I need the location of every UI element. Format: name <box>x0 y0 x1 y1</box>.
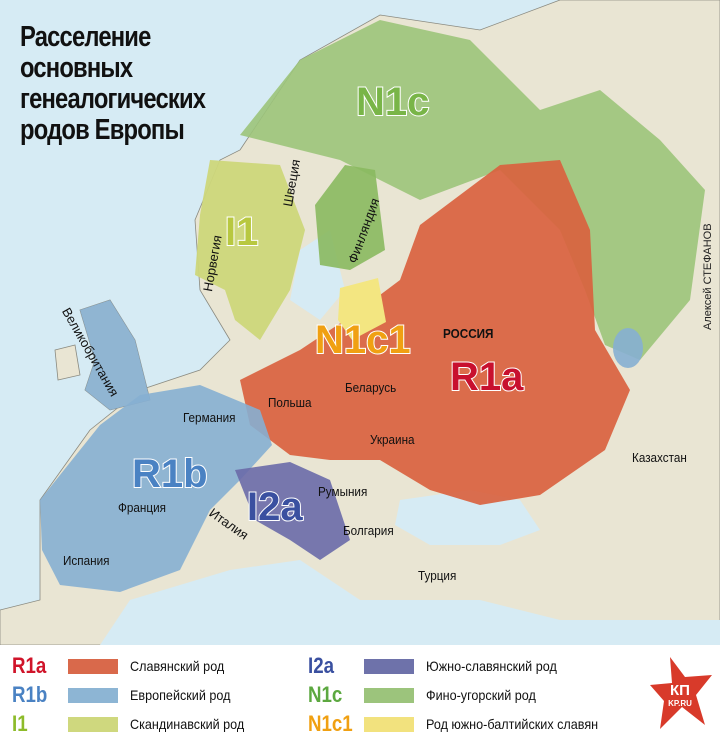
map-label-i2a: I2a <box>246 484 304 530</box>
logo-sub: KP.RU <box>668 699 692 708</box>
legend-swatch <box>364 716 414 732</box>
legend-label: Южно-славянский род <box>426 658 557 674</box>
legend-label: Род южно-балтийских славян <box>426 716 599 732</box>
legend-swatch <box>68 658 118 674</box>
kp-logo: КП KP.RU <box>650 657 712 729</box>
legend-swatch <box>68 687 118 703</box>
label-belarus: Беларусь <box>345 380 397 395</box>
author-credit: Алексей СТЕФАНОВ <box>702 223 714 330</box>
label-turkey: Турция <box>418 568 457 583</box>
label-france: Франция <box>118 500 166 515</box>
region-n1c-finland <box>315 165 385 270</box>
map-label-i1: I1 <box>224 209 259 255</box>
region-r1b <box>40 385 272 592</box>
region-r1b-britain <box>80 300 150 410</box>
label-germany: Германия <box>183 410 236 425</box>
label-spain: Испания <box>63 553 110 568</box>
region-n1c1 <box>338 278 386 340</box>
legend-label: Европейский род <box>130 687 231 703</box>
label-romania: Румыния <box>318 484 368 499</box>
map-label-n1c: N1c <box>355 79 430 125</box>
label-poland: Польша <box>268 395 312 410</box>
legend-label: Фино-угорский род <box>426 687 536 703</box>
legend-item-r1a: R1a Славянский род <box>12 652 235 680</box>
legend-item-n1c: N1c Фино-угорский род <box>308 681 548 709</box>
map-title: Расселение основных генеалогических родо… <box>20 21 206 146</box>
legend-item-n1c1: N1c1 Род южно-балтийских славян <box>308 710 617 738</box>
legend-code: N1c1 <box>308 711 353 736</box>
legend-label: Славянский род <box>130 658 225 674</box>
legend-code: I2a <box>308 653 335 678</box>
logo-text: КП <box>670 682 690 699</box>
legend-item-i2a: I2a Южно-славянский род <box>308 652 571 680</box>
map-label-r1b: R1b <box>131 451 209 497</box>
legend-swatch <box>364 658 414 674</box>
legend-item-i1: I1 Скандинавский род <box>12 710 257 738</box>
map-label-n1c1: N1c1 <box>314 317 412 363</box>
region-i2a <box>235 462 350 560</box>
legend-label: Скандинавский род <box>130 716 245 732</box>
region-r1a <box>240 160 630 505</box>
label-ukraine: Украина <box>370 432 415 447</box>
region-i1 <box>195 160 305 340</box>
legend-swatch <box>68 716 118 732</box>
mediterranean-sea <box>100 560 720 645</box>
label-russia: РОССИЯ <box>443 326 494 341</box>
region-r1b-volga <box>613 328 643 368</box>
legend-code: N1c <box>308 682 343 707</box>
legend: R1a Славянский род R1b Европейский род I1 С… <box>0 645 720 737</box>
legend-code: R1b <box>12 682 48 707</box>
legend-item-r1b: R1b Европейский род <box>12 681 242 709</box>
map-label-r1a: R1a <box>449 354 524 400</box>
black-sea <box>395 490 540 545</box>
legend-swatch <box>364 687 414 703</box>
europe-map <box>0 0 720 645</box>
label-bulgaria: Болгария <box>343 523 394 538</box>
label-kazakhstan: Казахстан <box>632 450 687 465</box>
legend-code: I1 <box>12 711 28 736</box>
legend-code: R1a <box>12 653 47 678</box>
